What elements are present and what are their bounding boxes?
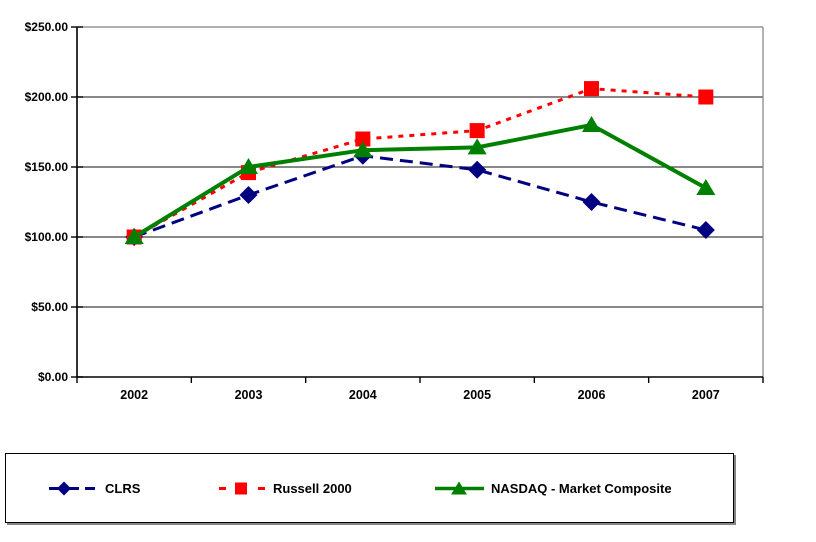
legend-item-nasdaq: NASDAQ - Market Composite — [434, 480, 672, 497]
square-marker-icon — [584, 81, 599, 97]
diamond-marker-icon — [239, 186, 258, 204]
x-tick-label: 2003 — [235, 388, 263, 402]
legend-label-russell-2000: Russell 2000 — [273, 481, 352, 496]
legend-label-nasdaq: NASDAQ - Market Composite — [491, 481, 672, 496]
legend-item-russell-2000: Russell 2000 — [218, 480, 352, 497]
triangle-marker-icon — [124, 228, 144, 244]
square-marker-icon — [469, 123, 485, 139]
x-tick-label: 2005 — [463, 388, 491, 402]
diamond-marker-icon — [57, 481, 71, 496]
triangle-marker-icon — [451, 481, 467, 495]
triangle-marker-icon — [239, 158, 258, 174]
triangle-marker-icon — [467, 138, 487, 155]
triangle-marker-icon — [353, 141, 373, 158]
legend: CLRS Russell 2000 NASDAQ - Market Compos… — [5, 453, 734, 523]
y-tick-label: $0.00 — [38, 370, 68, 384]
y-tick-label: $200.00 — [25, 90, 69, 104]
y-tick-label: $50.00 — [31, 300, 68, 314]
x-tick-label: 2002 — [120, 388, 148, 402]
diamond-marker-icon — [468, 160, 487, 179]
series-line-0 — [133, 154, 707, 239]
clrs-swatch-icon — [49, 481, 95, 496]
y-tick-label: $100.00 — [25, 230, 69, 244]
x-tick-label: 2006 — [578, 388, 606, 402]
y-tick-label: $250.00 — [25, 20, 69, 34]
x-tick-label: 2004 — [349, 388, 377, 402]
nasdaq-swatch-icon — [435, 481, 484, 495]
x-tick-label: 2007 — [692, 388, 720, 402]
plot-area: $0.00 $50.00 $100.00 $150.00 $200.00 $250.00 2… — [25, 20, 764, 402]
square-marker-icon — [698, 89, 714, 105]
triangle-marker-icon — [696, 179, 716, 195]
series-line-2 — [133, 122, 707, 239]
square-marker-icon — [235, 482, 247, 495]
russell-swatch-icon — [219, 482, 265, 495]
legend-item-clrs: CLRS — [48, 480, 140, 497]
diamond-marker-icon — [582, 193, 601, 211]
triangle-marker-icon — [582, 116, 601, 132]
diamond-marker-icon — [696, 221, 715, 239]
y-tick-label: $150.00 — [25, 160, 69, 174]
square-marker-icon — [355, 131, 371, 147]
legend-label-clrs: CLRS — [105, 481, 141, 496]
